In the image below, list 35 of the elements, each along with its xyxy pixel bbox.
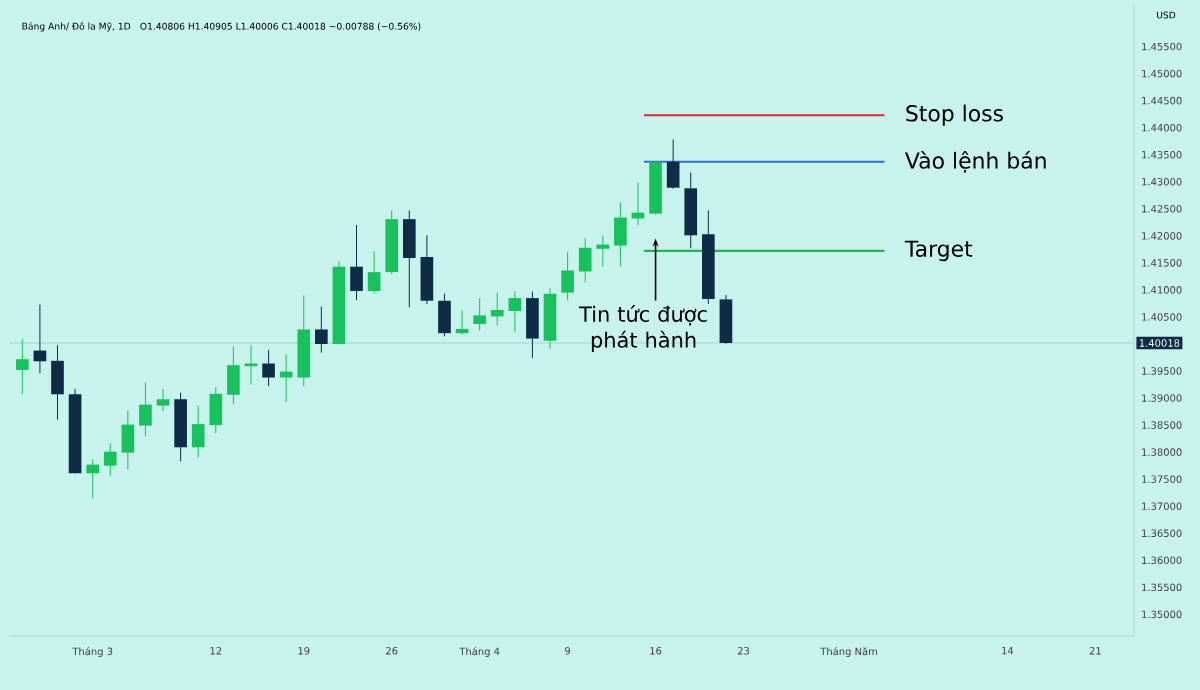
candlestick: [262, 349, 275, 387]
candlestick: [279, 353, 293, 403]
candlestick: [209, 386, 223, 434]
ref-line-label: Stop loss: [906, 104, 1003, 126]
candlestick: [526, 291, 539, 359]
candlestick: [508, 291, 522, 333]
candlestick: [227, 345, 240, 405]
annotation: Tin tức được phát hành: [579, 304, 707, 352]
candlestick: [139, 381, 152, 437]
candlestick: [402, 209, 416, 308]
candlestick: [596, 234, 610, 268]
candlestick: [543, 287, 557, 350]
candlestick: [51, 344, 64, 421]
ref-line-label: Vào lệnh bán: [905, 150, 1046, 173]
candlestick: [103, 442, 117, 477]
candlestick: [473, 297, 486, 331]
candlestick: [350, 224, 363, 301]
ref-line-label: Target: [904, 240, 973, 262]
candlestick: [666, 139, 680, 190]
candlestick: [15, 338, 29, 395]
candlestick: [614, 201, 627, 268]
candlestick: [438, 293, 451, 337]
candlestick: [367, 251, 381, 295]
candlestick: [684, 172, 698, 249]
candlestick: [121, 409, 135, 470]
candlestick: [561, 251, 574, 301]
candlestick: [156, 388, 170, 412]
candlestick: [719, 294, 733, 345]
candlestick: [490, 292, 504, 327]
candlestick: [315, 306, 328, 354]
candlestick: [191, 405, 205, 459]
candlestick: [420, 234, 434, 305]
candlestick: [578, 238, 592, 283]
candlestick: [631, 182, 645, 226]
candlestick: [86, 458, 100, 500]
